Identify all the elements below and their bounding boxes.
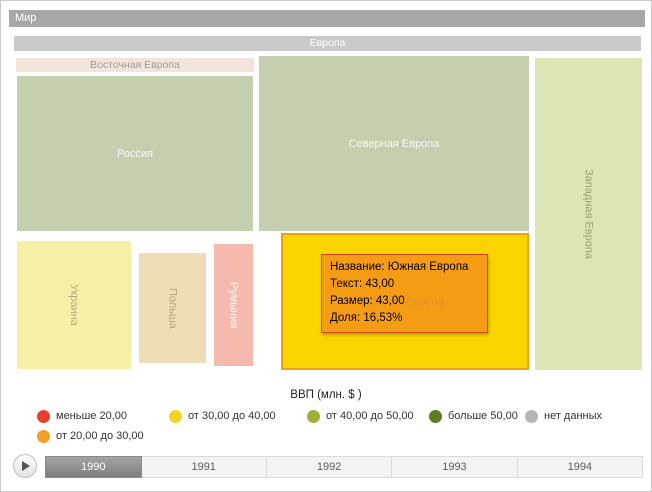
- year-cell-1994[interactable]: 1994: [517, 456, 644, 478]
- tooltip: Название: Южная Европа Текст: 43,00 Разм…: [321, 254, 488, 333]
- tile-label: Польша: [166, 287, 179, 329]
- treemap-subgroup-label: Восточная Европа: [90, 59, 180, 71]
- treemap-root-label: Мир: [15, 12, 37, 24]
- play-icon: [22, 461, 30, 471]
- legend-item-30-40: от 30,00 до 40,00: [169, 409, 307, 423]
- legend-item-20-30: от 20,00 до 30,00: [37, 429, 169, 443]
- tile-north-europe[interactable]: Северная Европа: [259, 56, 529, 231]
- tooltip-name-line: Название: Южная Европа: [330, 261, 469, 273]
- play-button[interactable]: [13, 454, 37, 478]
- legend-label: нет данных: [544, 410, 603, 422]
- legend-dot-olive: [307, 409, 320, 423]
- legend-dot-orange: [37, 429, 50, 443]
- tooltip-size-line: Размер: 43,00: [330, 295, 405, 307]
- tile-west-europe[interactable]: Западная Европа: [535, 58, 642, 370]
- year-track: 1990 1991 1992 1993 1994: [45, 456, 644, 478]
- legend-dot-green: [429, 409, 442, 423]
- tile-label: Россия: [116, 147, 154, 160]
- legend-label: меньше 20,00: [56, 410, 128, 422]
- year-cell-1993[interactable]: 1993: [392, 456, 518, 478]
- legend: меньше 20,00 от 30,00 до 40,00 от 40,00 …: [37, 406, 602, 446]
- year-cell-1991[interactable]: 1991: [141, 456, 267, 478]
- tile-label: Западная Европа: [582, 169, 595, 259]
- legend-label: от 20,00 до 30,00: [56, 430, 144, 442]
- treemap-root-header[interactable]: Мир: [9, 10, 645, 27]
- legend-dot-red: [37, 409, 50, 423]
- tile-label: Украина: [68, 284, 80, 326]
- tile-russia[interactable]: Россия: [17, 76, 253, 231]
- tooltip-share-line: Доля: 16,53%: [330, 312, 403, 324]
- legend-item-40-50: от 40,00 до 50,00: [307, 409, 429, 423]
- tile-label: Северная Европа: [348, 137, 440, 150]
- legend-title: ВВП (млн. $ ): [290, 389, 362, 401]
- treemap-subgroup-header-eastern-europe[interactable]: Восточная Европа: [16, 58, 254, 72]
- tile-poland[interactable]: Польша: [139, 253, 206, 363]
- legend-item-more-50: больше 50,00: [429, 409, 525, 423]
- year-cell-1990[interactable]: 1990: [45, 456, 142, 478]
- tile-ukraine[interactable]: Украина: [17, 241, 131, 369]
- legend-dot-gray: [525, 409, 538, 423]
- legend-label: больше 50,00: [448, 410, 518, 422]
- treemap-group-header-europe[interactable]: Европа: [14, 36, 641, 51]
- tooltip-text-line: Текст: 43,00: [330, 278, 395, 290]
- legend-label: от 30,00 до 40,00: [188, 410, 276, 422]
- legend-item-no-data: нет данных: [525, 409, 603, 423]
- legend-label: от 40,00 до 50,00: [326, 410, 414, 422]
- year-cell-1992[interactable]: 1992: [266, 456, 393, 478]
- legend-dot-yellow: [169, 409, 182, 423]
- tile-romania[interactable]: Румыния: [214, 244, 253, 366]
- treemap-group-label: Европа: [309, 37, 346, 49]
- legend-item-less-20: меньше 20,00: [37, 409, 169, 423]
- tile-label: Румыния: [227, 281, 240, 329]
